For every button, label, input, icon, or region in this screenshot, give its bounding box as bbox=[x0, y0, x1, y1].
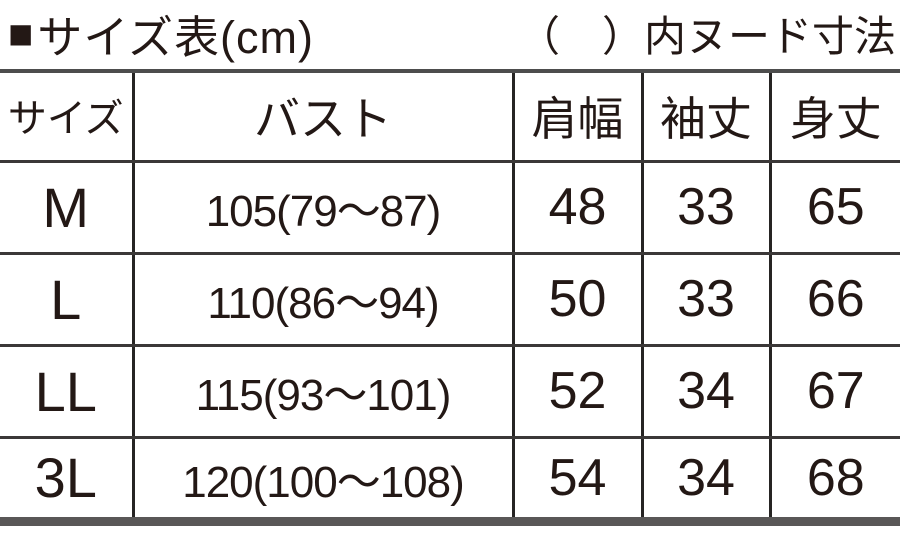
size-table: サイズ バスト 肩幅 袖丈 身丈 M 105(79〜87) 48 33 65 L… bbox=[0, 69, 900, 526]
sleeve-value: 34 bbox=[642, 345, 772, 439]
table-row-l: L 110(86〜94) 50 33 66 bbox=[0, 253, 900, 347]
sleeve-value: 33 bbox=[642, 253, 772, 347]
black-square-icon: ■ bbox=[8, 9, 35, 57]
column-header-bust: バスト bbox=[133, 71, 515, 163]
length-value: 66 bbox=[770, 253, 900, 347]
bust-value: 120(100〜108) bbox=[133, 437, 515, 521]
title-bar: ■ サイズ表(cm) （ ）内ヌード寸法 bbox=[0, 0, 900, 69]
size-label: L bbox=[0, 253, 135, 347]
shoulder-value: 54 bbox=[513, 437, 644, 521]
size-label: LL bbox=[0, 345, 135, 439]
shoulder-value: 50 bbox=[513, 253, 644, 347]
bust-value: 105(79〜87) bbox=[133, 161, 515, 255]
page-title: ■ サイズ表(cm) bbox=[8, 1, 314, 66]
bust-value: 110(86〜94) bbox=[133, 253, 515, 347]
nude-size-note: （ ）内ヌード寸法 bbox=[517, 13, 896, 60]
bust-value: 115(93〜101) bbox=[133, 345, 515, 439]
table-header-row: サイズ バスト 肩幅 袖丈 身丈 bbox=[0, 71, 900, 163]
length-value: 65 bbox=[770, 161, 900, 255]
column-header-shoulder: 肩幅 bbox=[513, 71, 644, 163]
table-row-m: M 105(79〜87) 48 33 65 bbox=[0, 161, 900, 255]
shoulder-value: 48 bbox=[513, 161, 644, 255]
sleeve-value: 34 bbox=[642, 437, 772, 521]
size-label: M bbox=[0, 161, 135, 255]
shoulder-value: 52 bbox=[513, 345, 644, 439]
sleeve-value: 33 bbox=[642, 161, 772, 255]
column-header-sleeve: 袖丈 bbox=[642, 71, 772, 163]
table-row-3l: 3L 120(100〜108) 54 34 68 bbox=[0, 437, 900, 521]
page-title-text: サイズ表(cm) bbox=[37, 12, 314, 63]
length-value: 68 bbox=[806, 448, 865, 507]
size-label: 3L bbox=[0, 437, 135, 521]
table-row-ll: LL 115(93〜101) 52 34 67 bbox=[0, 345, 900, 439]
column-header-size: サイズ bbox=[0, 71, 135, 163]
column-header-length: 身丈 bbox=[770, 71, 900, 163]
length-value: 67 bbox=[770, 345, 900, 439]
